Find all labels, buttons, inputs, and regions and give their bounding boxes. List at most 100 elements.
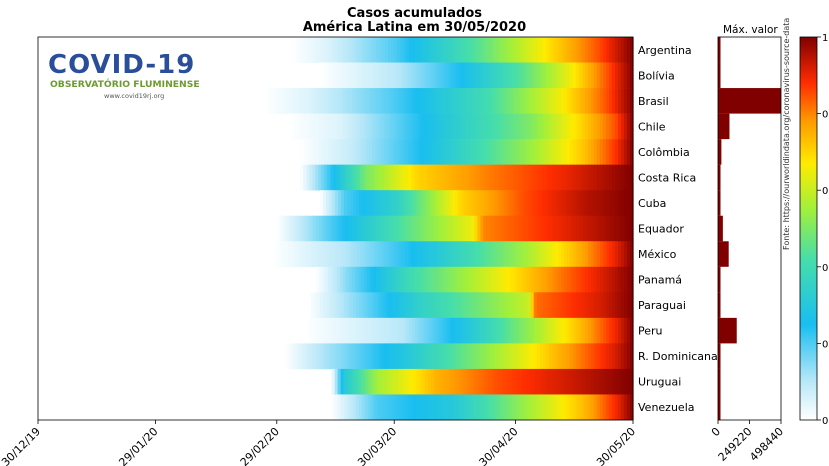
heatmap-cell <box>567 139 571 165</box>
heatmap-cell <box>527 343 532 370</box>
heatmap-cell <box>582 317 586 344</box>
heatmap-cell <box>447 139 451 165</box>
heatmap-cell <box>284 241 289 268</box>
heatmap-cell <box>488 241 493 268</box>
heatmap-cell <box>434 368 438 395</box>
bar-tick-label: 0 <box>709 425 723 439</box>
heatmap-cell <box>450 88 455 114</box>
heatmap-cell <box>360 164 364 191</box>
heatmap-cell <box>506 62 511 89</box>
heatmap-cell <box>536 62 541 89</box>
heatmap-cell <box>441 164 445 191</box>
heatmap-cell <box>351 266 356 293</box>
heatmap-cell <box>428 394 432 421</box>
heatmap-cell <box>546 37 550 63</box>
heatmap-cell <box>405 37 410 63</box>
heatmap-cell <box>524 241 529 268</box>
heatmap-cell <box>585 164 589 191</box>
heatmap-cell <box>432 139 436 165</box>
heatmap-cell <box>288 88 293 114</box>
heatmap-cell <box>629 62 634 89</box>
heatmap-cell <box>482 394 486 421</box>
heatmap-cell <box>449 62 453 89</box>
heatmap-cell <box>383 343 388 370</box>
heatmap-cell <box>299 343 304 370</box>
heatmap-cell <box>591 88 595 114</box>
heatmap-cell <box>491 394 495 421</box>
heatmap-cell <box>429 37 434 63</box>
colorbar-ticks: 00.0.0.0.1 <box>817 33 829 427</box>
heatmap-cell <box>524 368 529 395</box>
heatmap-cell <box>612 215 616 242</box>
heatmap-cell <box>506 292 511 319</box>
heatmap-cell <box>366 113 371 140</box>
heatmap-cell <box>473 292 478 319</box>
heatmap-cell <box>596 368 601 395</box>
heatmap-cell <box>563 394 568 421</box>
heatmap-cell <box>404 343 409 370</box>
heatmap-cell <box>402 139 406 165</box>
heatmap-cell <box>590 190 595 217</box>
heatmap-cell <box>492 266 497 293</box>
heatmap-cell <box>518 241 523 268</box>
heatmap-cell <box>593 394 598 421</box>
logo-title: COVID-19 <box>48 50 196 80</box>
heatmap-cell <box>413 190 417 217</box>
heatmap-cell <box>597 215 601 242</box>
heatmap-cell <box>438 317 443 344</box>
heatmap-cell <box>584 190 589 217</box>
heatmap-cell <box>626 62 631 89</box>
heatmap-cell <box>453 215 457 242</box>
heatmap-cell <box>407 190 411 217</box>
heatmap-cell <box>432 266 437 293</box>
heatmap-cell <box>564 317 568 344</box>
heatmap-cell <box>443 241 448 268</box>
heatmap-cell <box>306 139 310 165</box>
heatmap-cell <box>597 113 601 140</box>
heatmap-cell <box>359 292 363 319</box>
heatmap-cell <box>322 62 327 89</box>
heatmap-cell <box>464 190 468 217</box>
heatmap-cell <box>494 292 499 319</box>
heatmap-cell <box>584 394 589 421</box>
heatmap-cell <box>452 292 457 319</box>
heatmap-cell <box>441 317 446 344</box>
bar-tick-label: 249220 <box>716 425 755 464</box>
heatmap-cell <box>450 215 454 242</box>
heatmap-cell <box>510 164 514 191</box>
heatmap-cell <box>405 317 410 344</box>
heatmap-row <box>315 266 634 293</box>
heatmap-cell <box>384 164 388 191</box>
heatmap-cell <box>396 88 401 114</box>
heatmap-cell <box>406 368 411 395</box>
heatmap-cell <box>531 266 535 293</box>
heatmap-cell <box>407 292 411 319</box>
heatmap-cell <box>627 266 631 293</box>
heatmap-cell <box>549 113 553 140</box>
heatmap-cell <box>497 292 502 319</box>
heatmap-cell <box>331 37 335 63</box>
heatmap-cell <box>473 343 478 370</box>
heatmap-cell <box>378 317 383 344</box>
heatmap-cell <box>486 88 491 114</box>
max-value-bar <box>718 292 721 318</box>
heatmap-cell <box>531 139 535 165</box>
heatmap-cell <box>624 317 628 344</box>
heatmap-cell <box>393 215 398 242</box>
heatmap-cell <box>504 317 509 344</box>
heatmap-cell <box>321 113 326 140</box>
heatmap-cell <box>621 139 625 165</box>
heatmap-cell <box>501 164 505 191</box>
colorbar-tick-label: 1 <box>822 33 828 44</box>
heatmap-cell <box>506 343 511 370</box>
heatmap-cell <box>627 88 631 114</box>
heatmap-cell <box>522 139 526 165</box>
heatmap-cell <box>449 343 454 370</box>
heatmap-cell <box>458 62 462 89</box>
heatmap-cell <box>551 394 556 421</box>
heatmap-cell <box>373 37 377 63</box>
heatmap-cell <box>471 266 476 293</box>
heatmap-cell <box>597 88 601 114</box>
heatmap-cell <box>340 37 344 63</box>
heatmap-cell <box>630 164 634 191</box>
